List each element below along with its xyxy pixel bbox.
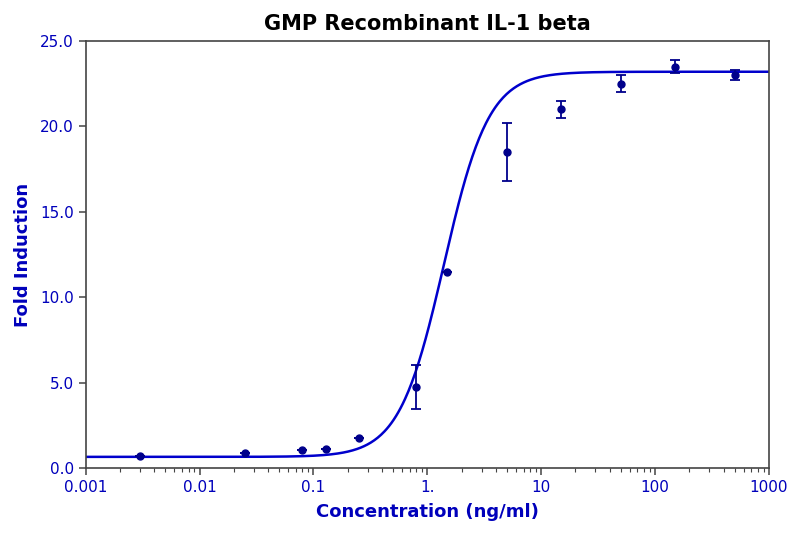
Y-axis label: Fold Induction: Fold Induction xyxy=(14,182,32,326)
X-axis label: Concentration (ng/ml): Concentration (ng/ml) xyxy=(316,503,539,521)
Title: GMP Recombinant IL-1 beta: GMP Recombinant IL-1 beta xyxy=(264,14,591,34)
